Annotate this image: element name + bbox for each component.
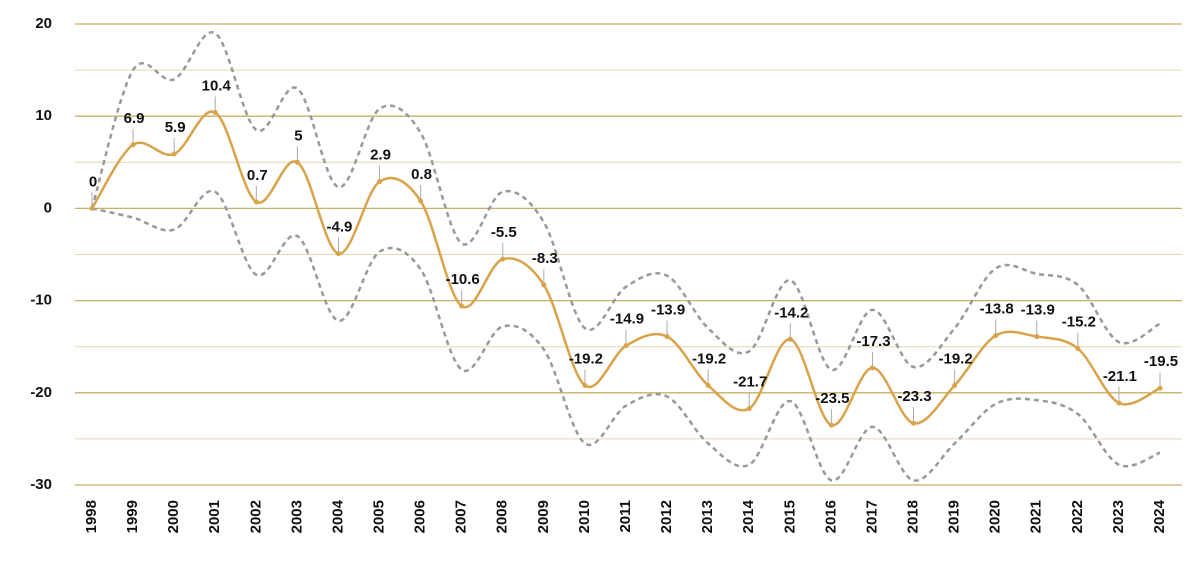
data-label: -21.7	[733, 373, 767, 390]
data-label: -17.3	[856, 333, 890, 350]
x-tick-label: 2006	[412, 500, 429, 533]
data-label: 0	[89, 173, 97, 190]
x-tick-label: 2013	[699, 500, 716, 533]
point	[705, 382, 711, 388]
data-label: 0.8	[411, 166, 432, 183]
data-label: -10.6	[446, 271, 480, 288]
point	[459, 303, 465, 309]
point	[1157, 385, 1163, 391]
data-label: -5.5	[491, 224, 517, 241]
data-label: -13.8	[980, 301, 1014, 318]
series-line	[90, 31, 1161, 372]
data-label: -23.5	[815, 390, 849, 407]
data-label: 10.4	[202, 77, 232, 94]
x-tick-label: 1998	[83, 500, 100, 533]
x-tick-label: 2022	[1069, 500, 1086, 533]
x-tick-label: 2020	[987, 500, 1004, 533]
data-label: -14.2	[774, 304, 808, 321]
x-tick-label: 2001	[206, 500, 223, 533]
x-tick-label: 2007	[453, 500, 470, 533]
y-tick-label: 20	[35, 15, 52, 32]
x-tick-label: 2004	[329, 499, 346, 533]
x-tick-label: 2016	[822, 500, 839, 533]
data-label: -15.2	[1062, 314, 1096, 331]
point	[1116, 400, 1122, 406]
point	[500, 256, 506, 262]
point	[787, 336, 793, 342]
x-tick-label: 2014	[740, 499, 757, 533]
point	[993, 333, 999, 339]
point	[89, 205, 95, 211]
x-tick-label: 2019	[946, 500, 963, 533]
point	[582, 382, 588, 388]
point	[828, 422, 834, 428]
x-tick-label: 2012	[658, 500, 675, 533]
series-line	[90, 110, 1161, 427]
data-label: 2.9	[370, 147, 391, 164]
series-line	[91, 189, 1161, 482]
y-tick-label: 10	[35, 107, 52, 124]
point	[911, 420, 917, 426]
data-label: -4.9	[327, 219, 353, 236]
point	[294, 159, 300, 165]
point	[1034, 334, 1040, 340]
point	[623, 343, 629, 349]
x-tick-label: 2009	[535, 500, 552, 533]
point	[1075, 346, 1081, 352]
x-tick-label: 2008	[494, 500, 511, 533]
point	[253, 199, 259, 205]
x-tick-label: 2015	[781, 500, 798, 533]
x-tick-label: 2000	[165, 500, 182, 533]
x-tick-label: 2017	[863, 500, 880, 533]
data-label: -19.2	[939, 350, 973, 367]
data-label: -13.9	[651, 302, 685, 319]
point	[418, 198, 424, 204]
point	[746, 405, 752, 411]
data-label: -19.2	[692, 350, 726, 367]
x-tick-label: 2011	[617, 500, 634, 533]
data-label: -21.1	[1103, 368, 1137, 385]
y-tick-label: -10	[30, 292, 52, 309]
y-tick-label: -20	[30, 384, 52, 401]
data-label: -13.9	[1021, 302, 1055, 319]
x-tick-label: 2005	[371, 500, 388, 533]
x-tick-label: 2024	[1151, 499, 1168, 533]
x-tick-label: 2018	[905, 500, 922, 533]
data-label: -14.9	[610, 311, 644, 328]
point	[130, 142, 136, 148]
y-tick-label: 0	[44, 199, 52, 216]
point	[869, 365, 875, 371]
x-tick-label: 2021	[1028, 500, 1045, 533]
point	[541, 282, 547, 288]
data-label: 0.7	[247, 167, 268, 184]
x-tick-label: 2023	[1110, 500, 1127, 533]
y-tick-label: -30	[30, 476, 52, 493]
point	[335, 251, 341, 257]
data-label: -8.3	[532, 250, 558, 267]
x-tick-label: 2003	[288, 500, 305, 533]
x-tick-label: 1999	[124, 500, 141, 533]
point	[212, 110, 218, 116]
point	[377, 179, 383, 185]
data-label: -23.3	[897, 388, 931, 405]
point	[664, 334, 670, 340]
x-tick-label: 2002	[247, 500, 264, 533]
data-label: 6.9	[124, 110, 145, 127]
point	[171, 151, 177, 157]
data-label: -19.5	[1144, 353, 1178, 370]
point	[952, 382, 958, 388]
data-label: 5.9	[165, 119, 186, 136]
data-label: -19.2	[569, 350, 603, 367]
x-tick-label: 2010	[576, 500, 593, 533]
data-label: 5	[294, 127, 302, 144]
